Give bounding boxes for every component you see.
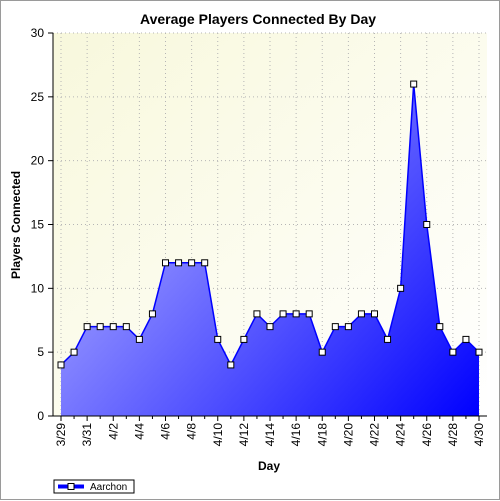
data-point: [214, 335, 222, 343]
data-point: [83, 323, 91, 331]
x-tick-label: 4/6: [159, 423, 173, 440]
x-tick-label: 4/28: [446, 423, 460, 447]
data-point: [449, 348, 457, 356]
x-tick-label: 4/22: [368, 423, 382, 447]
legend-marker: [67, 483, 75, 490]
x-tick-label: 4/20: [341, 423, 355, 447]
data-point: [162, 259, 169, 267]
x-tick-label: 4/12: [237, 423, 251, 447]
x-tick-label: 4/30: [472, 423, 486, 447]
x-tick-label: 4/24: [394, 423, 408, 447]
x-tick-label: 4/14: [263, 423, 277, 447]
data-point: [292, 310, 300, 318]
data-point: [188, 259, 196, 267]
legend-label: Aarchon: [90, 482, 127, 493]
data-point: [305, 310, 313, 318]
chart-title: Average Players Connected By Day: [140, 11, 376, 27]
y-tick-label: 15: [31, 218, 45, 232]
y-tick-label: 5: [37, 345, 44, 359]
x-axis-ticks: 3/29 3/31 4/2 4/4 4/6 4/8 4/10 4/12 4/14 4/16 4/18…: [54, 416, 486, 446]
data-point: [279, 310, 287, 318]
data-point: [475, 348, 483, 356]
data-point: [148, 310, 156, 318]
data-point: [253, 310, 261, 318]
data-point: [57, 361, 65, 369]
data-point: [331, 323, 339, 331]
y-tick-label: 25: [31, 90, 45, 104]
data-point: [266, 323, 274, 331]
data-point: [109, 323, 117, 331]
data-point: [175, 259, 183, 267]
data-point: [318, 348, 326, 356]
data-point: [135, 335, 143, 343]
y-tick-label: 20: [31, 154, 45, 168]
data-point: [344, 323, 352, 331]
data-point: [70, 348, 78, 356]
data-point: [201, 259, 209, 267]
data-point: [436, 323, 444, 331]
x-tick-label: 4/4: [132, 423, 146, 440]
y-tick-label: 10: [31, 281, 45, 295]
x-tick-label: 4/8: [185, 423, 199, 440]
data-point: [371, 310, 378, 318]
data-point: [410, 80, 418, 88]
x-tick-label: 4/10: [211, 423, 225, 447]
data-point: [423, 221, 431, 228]
x-tick-label: 4/2: [106, 423, 120, 440]
data-point: [240, 335, 248, 343]
x-tick-label: 4/16: [289, 423, 303, 447]
legend: Aarchon: [53, 479, 135, 494]
data-point: [96, 323, 104, 331]
data-point: [357, 310, 365, 318]
data-point: [227, 361, 235, 369]
x-tick-label: 4/26: [420, 423, 434, 447]
data-point: [462, 335, 470, 343]
y-tick-label: 30: [31, 26, 45, 40]
area-fill-aarchon: [61, 84, 479, 417]
data-points: [57, 80, 483, 369]
x-tick-label: 4/18: [315, 423, 329, 447]
data-point: [397, 284, 405, 292]
x-tick-label: 3/31: [80, 423, 94, 447]
y-axis-title: Players Connected: [9, 171, 23, 279]
y-axis-ticks: 0 5 10 15 20 25 30: [31, 26, 53, 423]
y-tick-label: 0: [37, 409, 44, 423]
x-tick-label: 3/29: [54, 423, 68, 447]
x-axis-title: Day: [258, 459, 280, 473]
data-point: [384, 335, 392, 343]
data-point: [122, 323, 130, 331]
